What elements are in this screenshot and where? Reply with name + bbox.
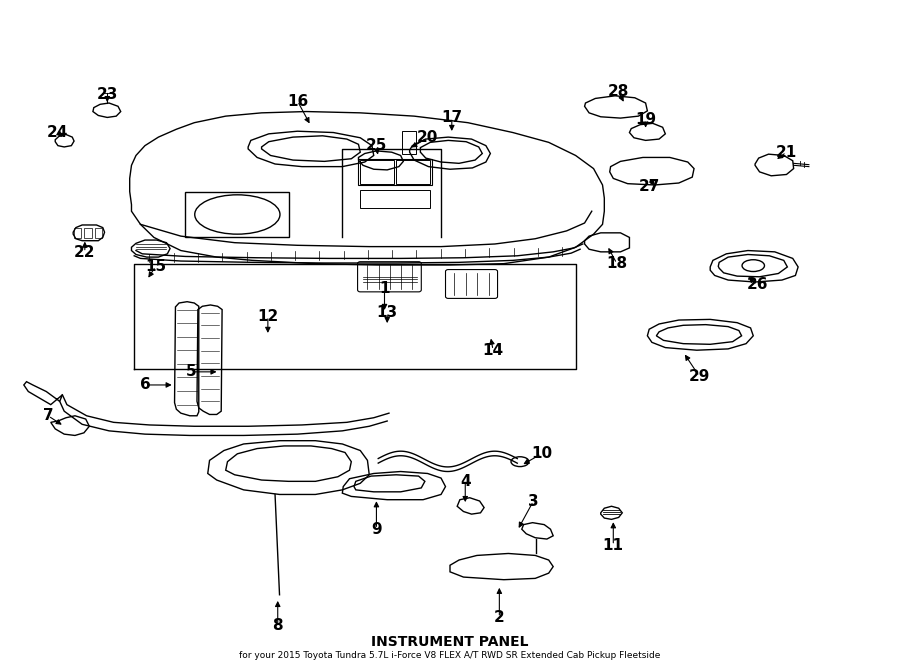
Text: 27: 27 (638, 178, 660, 194)
Text: 15: 15 (145, 259, 166, 274)
Text: 3: 3 (528, 494, 539, 508)
Text: 1: 1 (379, 281, 390, 296)
Text: 2: 2 (494, 610, 505, 625)
Text: 25: 25 (365, 138, 387, 153)
Text: 22: 22 (74, 245, 95, 260)
Text: 13: 13 (376, 305, 398, 321)
Text: 21: 21 (776, 145, 797, 160)
Text: 17: 17 (441, 110, 463, 125)
Text: 11: 11 (603, 538, 624, 553)
Text: 7: 7 (42, 408, 53, 423)
Text: 12: 12 (257, 309, 278, 324)
Bar (401, 131, 416, 153)
Text: 10: 10 (531, 446, 552, 461)
Text: 14: 14 (482, 342, 504, 358)
Bar (74, 227, 81, 238)
Text: 24: 24 (47, 125, 68, 140)
Bar (360, 160, 394, 184)
Text: 29: 29 (688, 369, 710, 384)
Text: 16: 16 (287, 94, 308, 108)
Text: 4: 4 (460, 474, 471, 489)
Bar (358, 159, 432, 185)
Bar (396, 160, 430, 184)
Text: 9: 9 (371, 522, 382, 537)
Bar (94, 227, 102, 238)
Text: 20: 20 (417, 130, 438, 145)
Text: 19: 19 (635, 112, 656, 127)
Text: 18: 18 (607, 256, 627, 271)
Bar (360, 190, 430, 208)
Text: 5: 5 (186, 364, 197, 379)
Text: 8: 8 (273, 618, 283, 633)
Text: for your 2015 Toyota Tundra 5.7L i-Force V8 FLEX A/T RWD SR Extended Cab Pickup : for your 2015 Toyota Tundra 5.7L i-Force… (239, 651, 661, 660)
Text: 28: 28 (608, 85, 629, 99)
Text: 26: 26 (747, 277, 769, 292)
Text: 23: 23 (96, 87, 118, 102)
Bar (85, 227, 92, 238)
Text: 6: 6 (140, 377, 150, 393)
Text: INSTRUMENT PANEL: INSTRUMENT PANEL (371, 635, 529, 649)
